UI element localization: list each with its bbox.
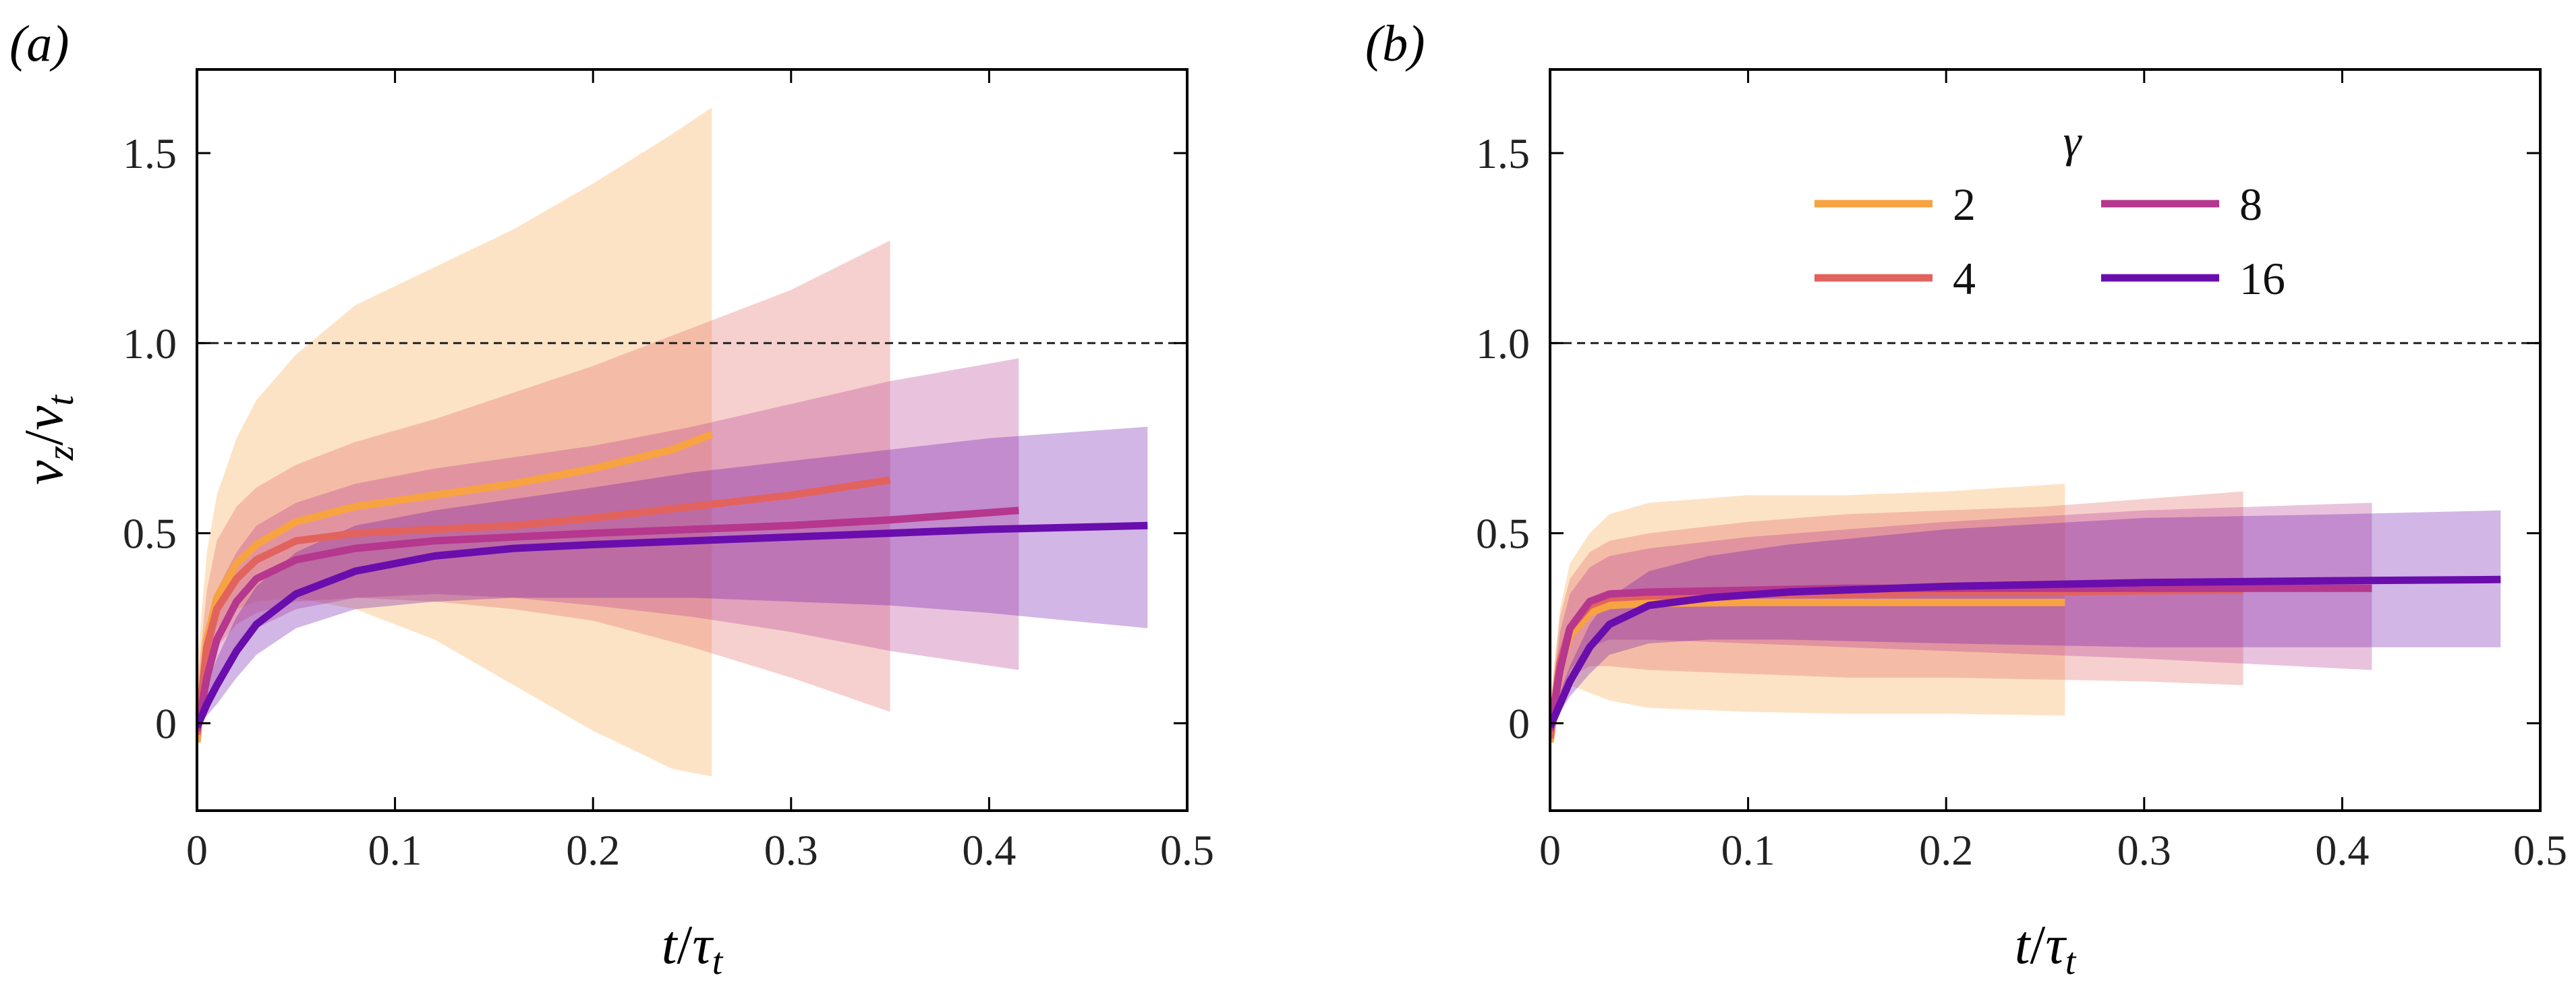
x-axis-label: t/τt xyxy=(662,914,724,983)
panel-label: (a) xyxy=(9,16,69,72)
x-tick-label: 0.5 xyxy=(1160,826,1214,874)
series-line-gamma-16 xyxy=(197,521,1148,729)
plot-area xyxy=(1550,342,2540,743)
x-tick-label: 0.3 xyxy=(2117,826,2171,874)
y-tick-label: 1.0 xyxy=(123,320,177,368)
x-tick-label: 0.2 xyxy=(1919,826,1973,874)
y-tick-label: 0 xyxy=(1508,699,1530,747)
y-axis-label: vz/vt xyxy=(13,395,82,485)
series-line-gamma-2 xyxy=(197,430,714,743)
y-tick-label: 1.0 xyxy=(1476,320,1530,368)
band-gamma-2 xyxy=(197,107,712,777)
x-tick-label: 0 xyxy=(1539,826,1561,874)
band-gamma-16 xyxy=(197,426,1148,727)
series-line-gamma-8 xyxy=(197,506,1019,732)
band-gamma-2 xyxy=(1550,484,2065,743)
y-tick-label: 1.5 xyxy=(1476,129,1530,177)
y-tick-label: 1.5 xyxy=(123,129,177,177)
x-tick-label: 0.4 xyxy=(2315,826,2369,874)
x-axis-label: t/τt xyxy=(2015,914,2077,983)
legend-label-gamma-4: 4 xyxy=(1953,253,1976,304)
series-line-gamma-16 xyxy=(1550,575,2501,729)
legend: γ 2 8 4 16 xyxy=(1814,115,2285,304)
series-line-gamma-4 xyxy=(197,476,891,735)
x-tick-label: 0.1 xyxy=(1721,826,1775,874)
y-tick-label: 0 xyxy=(155,699,177,747)
plot-area xyxy=(197,107,1187,777)
x-tick-label: 0.2 xyxy=(566,826,620,874)
band-gamma-8 xyxy=(1550,502,2372,731)
y-tick-label: 0.5 xyxy=(1476,510,1530,558)
band-gamma-16 xyxy=(1550,510,2501,727)
axes-frame xyxy=(1549,68,2542,812)
x-tick-label: 0.4 xyxy=(962,826,1016,874)
panel-a: 0 0.1 0.2 0.3 0.4 0.5 0 0.5 1.0 1.5 (a) t/τt vz/vt xyxy=(9,16,1214,983)
band-gamma-4 xyxy=(197,240,890,735)
x-tick-label: 0.5 xyxy=(2513,826,2567,874)
x-tick-label: 0.1 xyxy=(368,826,422,874)
legend-label-gamma-8: 8 xyxy=(2239,179,2262,230)
axes-frame xyxy=(196,68,1189,812)
panel-label: (b) xyxy=(1365,16,1425,72)
panel-b: 0 0.1 0.2 0.3 0.4 0.5 0 0.5 1.0 1.5 (b) t/τt γ 2 8 4 16 xyxy=(1365,16,2567,983)
y-tick-label: 0.5 xyxy=(123,510,177,558)
x-tick-label: 0 xyxy=(186,826,208,874)
legend-title: γ xyxy=(2063,115,2083,167)
x-tick-label: 0.3 xyxy=(764,826,818,874)
band-gamma-4 xyxy=(1550,491,2243,738)
legend-label-gamma-2: 2 xyxy=(1953,179,1976,230)
legend-label-gamma-16: 16 xyxy=(2239,253,2285,304)
